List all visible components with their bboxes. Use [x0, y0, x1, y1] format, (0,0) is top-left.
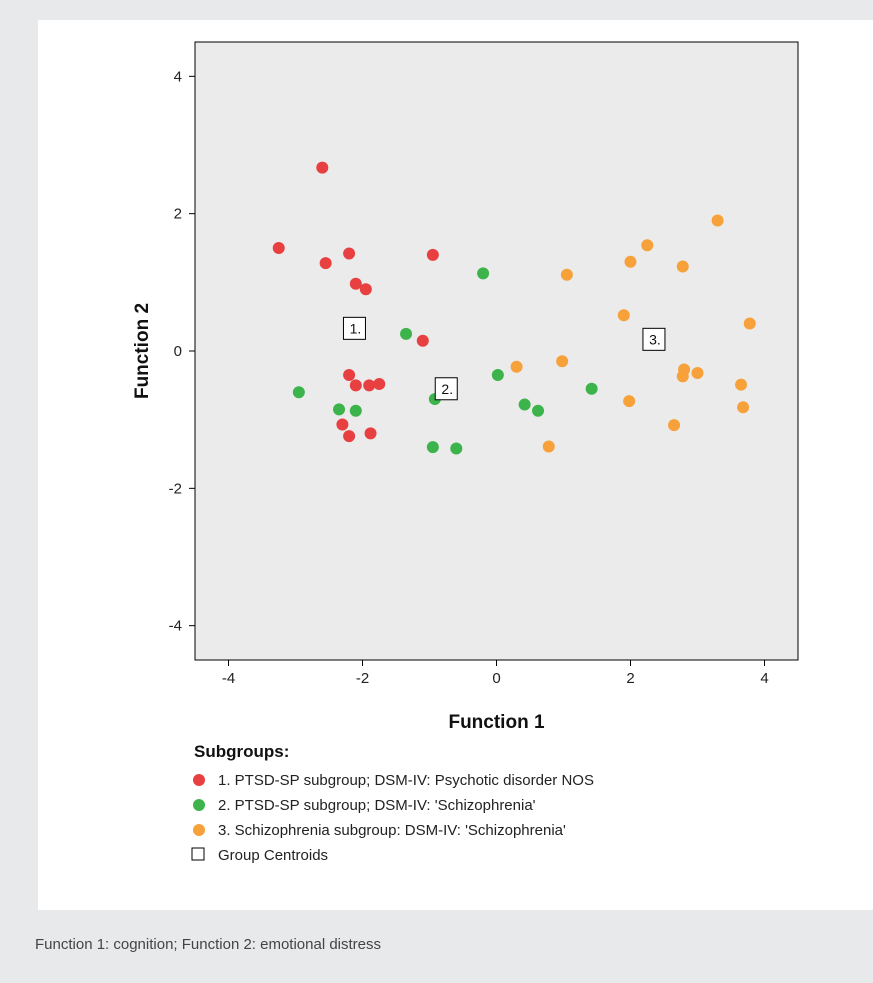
x-tick-label: -4 — [222, 670, 235, 687]
data-point — [641, 239, 654, 252]
data-point — [349, 404, 362, 417]
legend-marker — [193, 774, 205, 786]
data-point — [359, 283, 372, 296]
data-point — [691, 366, 704, 379]
legend-label: 2. PTSD-SP subgroup; DSM-IV: 'Schizophre… — [218, 797, 536, 814]
data-point — [518, 398, 531, 411]
legend-title: Subgroups: — [194, 742, 289, 761]
data-point — [450, 442, 463, 455]
y-tick-label: -4 — [169, 618, 182, 635]
legend-marker — [193, 799, 205, 811]
chart-panel: -4 -2 0 2 4 -4 -2 0 2 4 Function 1 Function 2 1. 2. 3.… — [38, 20, 873, 910]
data-point — [426, 248, 439, 261]
x-axis-title: Function 1 — [448, 712, 544, 733]
data-point — [364, 427, 377, 440]
data-point — [343, 369, 356, 382]
data-point — [617, 309, 630, 322]
data-point — [426, 441, 439, 454]
data-point — [349, 277, 362, 290]
data-point — [333, 403, 346, 416]
group-centroid-marker — [342, 316, 366, 340]
data-point — [668, 419, 681, 432]
data-point — [735, 378, 748, 391]
data-point — [400, 327, 413, 340]
data-point — [319, 257, 332, 270]
data-point — [556, 355, 569, 368]
group-centroid-label: 1. — [350, 320, 362, 336]
scatter-chart: -4 -2 0 2 4 -4 -2 0 2 4 Function 1 Function 2 1. 2. 3.… — [132, 41, 799, 864]
y-tick-label: 2 — [174, 206, 182, 223]
legend-centroid-marker — [191, 847, 205, 861]
x-tick-label: 4 — [760, 670, 768, 687]
data-point — [336, 418, 349, 431]
y-axis-title: Function 2 — [132, 303, 153, 399]
data-point — [349, 379, 362, 392]
data-point — [676, 370, 689, 383]
data-point — [585, 382, 598, 395]
group-centroid-label: 3. — [649, 331, 661, 347]
data-point — [711, 214, 724, 227]
data-point — [532, 404, 545, 417]
data-point — [560, 268, 573, 281]
figure-caption: Function 1: cognition; Function 2: emoti… — [35, 936, 382, 953]
data-point — [316, 161, 329, 174]
data-point — [292, 386, 305, 399]
data-point — [373, 377, 386, 390]
data-point — [416, 334, 429, 347]
data-point — [676, 260, 689, 273]
legend-label: Group Centroids — [218, 847, 328, 864]
data-point — [737, 401, 750, 414]
data-point — [542, 440, 555, 453]
data-point — [343, 247, 356, 260]
data-point — [363, 379, 376, 392]
data-point — [743, 317, 756, 330]
data-point — [624, 255, 637, 268]
x-tick-label: 0 — [492, 670, 500, 687]
legend-marker — [193, 824, 205, 836]
legend-label: 3. Schizophrenia subgroup: DSM-IV: 'Schi… — [218, 822, 566, 839]
x-tick-label: 2 — [626, 670, 634, 687]
plot-area — [194, 41, 799, 661]
y-tick-label: 0 — [174, 343, 182, 360]
data-point — [623, 395, 636, 408]
group-centroid-marker — [642, 327, 666, 351]
data-point — [510, 360, 523, 373]
data-point — [272, 242, 285, 254]
data-point — [491, 369, 504, 382]
x-tick-label: -2 — [356, 670, 369, 687]
y-tick-label: -2 — [169, 480, 182, 497]
y-tick-label: 4 — [174, 68, 182, 85]
data-point — [477, 267, 490, 280]
figure-frame: -4 -2 0 2 4 -4 -2 0 2 4 Function 1 Function 2 1. 2. 3.… — [10, 10, 873, 983]
data-point — [343, 430, 356, 443]
group-centroid-label: 2. — [441, 381, 453, 397]
legend-label: 1. PTSD-SP subgroup; DSM-IV: Psychotic d… — [218, 772, 594, 789]
group-centroid-marker — [434, 377, 458, 401]
